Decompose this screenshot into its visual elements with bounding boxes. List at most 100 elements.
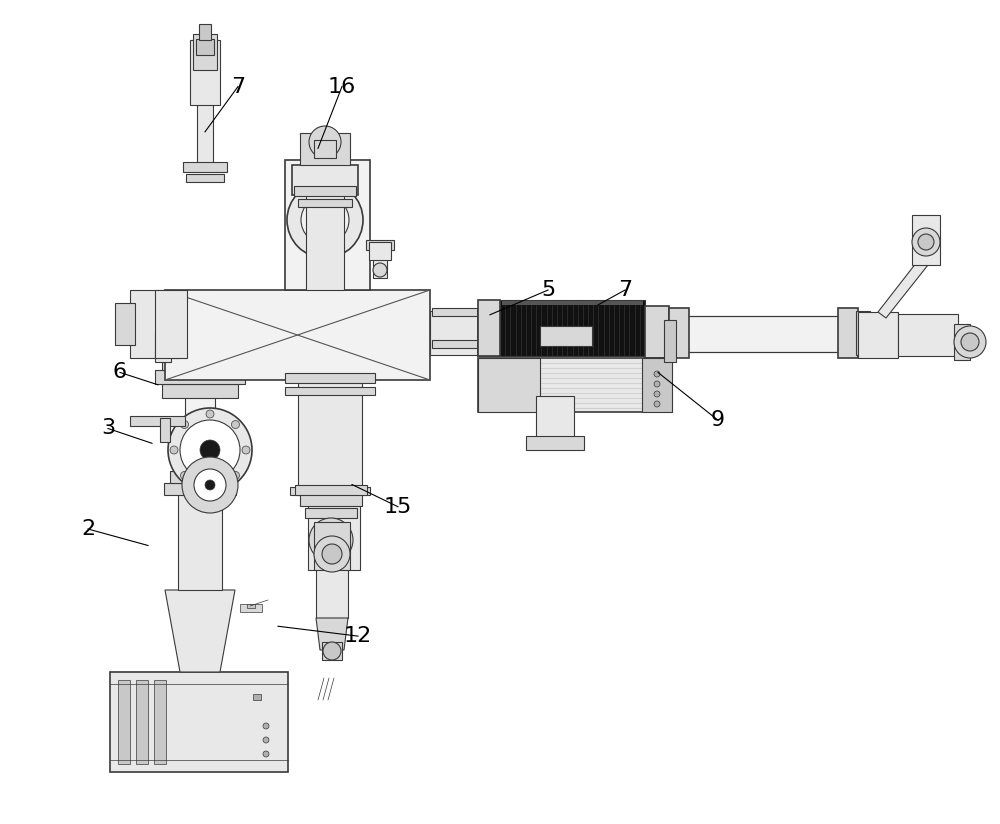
Bar [130, 290, 180, 358]
Circle shape [242, 446, 250, 454]
Circle shape [309, 518, 353, 562]
Circle shape [918, 234, 934, 250]
Bar [240, 604, 262, 612]
Circle shape [309, 126, 341, 158]
Text: 3: 3 [101, 419, 115, 438]
Bar [115, 303, 135, 345]
Bar [164, 483, 236, 495]
Bar [136, 680, 148, 764]
Bar [308, 495, 360, 570]
Bar [247, 604, 255, 608]
Bar [642, 358, 672, 412]
Bar [664, 320, 676, 362]
Circle shape [182, 457, 238, 513]
Bar [178, 490, 222, 590]
Bar [478, 358, 540, 412]
Polygon shape [316, 618, 348, 650]
Bar [130, 416, 185, 426]
Bar [645, 306, 669, 358]
Text: 5: 5 [541, 280, 555, 300]
Circle shape [206, 410, 214, 418]
Bar [314, 522, 350, 570]
Polygon shape [165, 590, 235, 672]
Bar [432, 340, 480, 348]
Circle shape [654, 381, 660, 387]
Bar [540, 326, 592, 346]
Bar [155, 370, 245, 384]
Bar [110, 672, 288, 772]
Bar [316, 568, 348, 618]
Bar [253, 694, 261, 700]
Circle shape [263, 751, 269, 757]
Bar [155, 334, 171, 362]
Circle shape [263, 723, 269, 729]
Bar [912, 215, 940, 265]
Bar [536, 396, 574, 440]
Bar [305, 508, 357, 518]
Circle shape [168, 408, 252, 492]
Bar [298, 380, 362, 495]
Bar [285, 387, 375, 395]
Bar [154, 680, 166, 764]
Text: 6: 6 [113, 363, 127, 382]
Polygon shape [878, 258, 928, 318]
Bar [162, 384, 238, 398]
Bar [432, 308, 480, 316]
Bar [500, 300, 645, 356]
Circle shape [323, 642, 341, 660]
Bar [954, 324, 970, 360]
Text: 12: 12 [344, 626, 372, 646]
Text: 7: 7 [231, 77, 245, 96]
Circle shape [231, 471, 239, 480]
Circle shape [654, 401, 660, 407]
Bar [190, 40, 220, 105]
Circle shape [961, 333, 979, 351]
Circle shape [263, 737, 269, 743]
Bar [294, 186, 356, 196]
Circle shape [287, 182, 363, 258]
Bar [160, 418, 170, 442]
Bar [295, 485, 367, 495]
Bar [373, 248, 387, 278]
Bar [155, 290, 187, 358]
Circle shape [206, 482, 214, 490]
Text: 16: 16 [328, 77, 356, 96]
Bar [199, 24, 211, 40]
Bar [478, 310, 500, 356]
Circle shape [954, 326, 986, 358]
Bar [193, 34, 217, 70]
Circle shape [181, 420, 189, 428]
Bar [306, 194, 344, 290]
Text: 15: 15 [384, 497, 412, 517]
Circle shape [231, 420, 239, 428]
Bar [285, 373, 375, 383]
Bar [170, 471, 230, 483]
Bar [314, 140, 336, 158]
Text: 2: 2 [81, 519, 95, 539]
Circle shape [654, 371, 660, 377]
Bar [298, 199, 352, 207]
Bar [502, 301, 643, 305]
Bar [838, 308, 858, 358]
Circle shape [200, 440, 220, 460]
Circle shape [322, 544, 342, 564]
Circle shape [194, 469, 226, 501]
Bar [183, 162, 227, 172]
Bar [478, 300, 500, 356]
Circle shape [373, 263, 387, 277]
Text: 7: 7 [618, 280, 632, 300]
Bar [186, 174, 224, 182]
Circle shape [912, 228, 940, 256]
Bar [858, 312, 898, 358]
Circle shape [180, 420, 240, 480]
Bar [856, 311, 870, 355]
Circle shape [181, 471, 189, 480]
Circle shape [170, 446, 178, 454]
Bar [322, 642, 342, 660]
Bar [197, 50, 213, 170]
Bar [290, 487, 370, 495]
Bar [669, 316, 846, 352]
Circle shape [654, 391, 660, 397]
Bar [165, 290, 430, 380]
Circle shape [314, 536, 350, 572]
